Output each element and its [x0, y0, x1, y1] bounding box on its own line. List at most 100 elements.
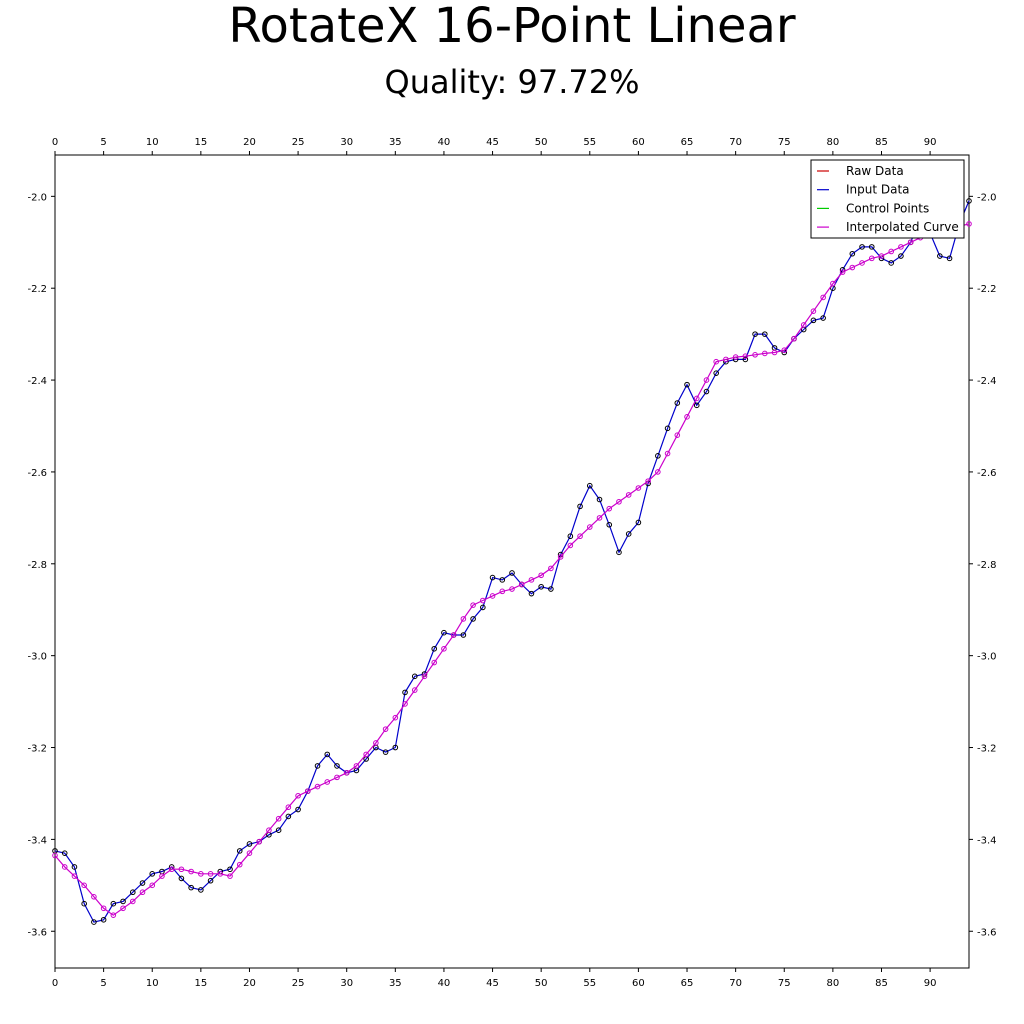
- input-data-point: [946, 255, 953, 262]
- input-data-point: [236, 848, 243, 854]
- interpolated-curve-point: [849, 264, 856, 271]
- y-tick-label-left: -3.2: [27, 744, 47, 755]
- y-tick-label-right: -2.8: [977, 560, 997, 571]
- interpolated-curve-point: [518, 581, 525, 588]
- x-tick-label-top: 10: [146, 137, 159, 148]
- input-data-point: [849, 250, 856, 257]
- interpolated-curve-point: [557, 554, 564, 560]
- input-data-point: [635, 519, 642, 526]
- x-tick-label-top: 60: [632, 137, 645, 148]
- interpolated-curve-point: [188, 868, 194, 875]
- input-data-point: [91, 919, 97, 925]
- input-data-point: [577, 503, 583, 510]
- x-tick-label-bottom: 40: [438, 978, 451, 989]
- interpolated-curve-point: [499, 588, 506, 595]
- legend-label-raw-data: Raw Data: [846, 164, 904, 178]
- x-tick-label-bottom: 30: [340, 978, 353, 989]
- input-data-point: [499, 577, 506, 583]
- interpolated-curve-point: [655, 469, 661, 475]
- interpolated-curve-point: [489, 593, 496, 599]
- interpolated-curve-point: [528, 577, 535, 583]
- interpolated-curve-point: [878, 253, 885, 259]
- input-data-point: [411, 673, 418, 680]
- x-tick-label-top: 15: [194, 137, 207, 148]
- input-data-point: [227, 866, 233, 873]
- input-data-point: [178, 875, 185, 882]
- x-tick-label-bottom: 75: [778, 978, 791, 989]
- interpolated-curve-point: [382, 726, 389, 732]
- input-data-point: [460, 632, 467, 638]
- interpolated-curve-point: [625, 492, 632, 498]
- input-data-point: [606, 521, 613, 528]
- input-data-point: [198, 887, 204, 893]
- interpolated-curve-point: [52, 852, 58, 859]
- legend-label-interpolated-curve: Interpolated Curve: [846, 220, 959, 234]
- input-data-point: [441, 629, 447, 636]
- interpolated-curve-point: [800, 322, 807, 328]
- input-data-point: [392, 744, 399, 751]
- interpolated-curve-point: [703, 377, 710, 383]
- legend-box: [810, 159, 965, 239]
- input-data-point: [859, 244, 865, 250]
- input-data-point: [703, 388, 710, 395]
- input-data-point: [509, 570, 515, 576]
- interpolated-curve-point: [791, 335, 797, 342]
- x-tick-label-bottom: 15: [194, 978, 207, 989]
- x-tick-label-top: 50: [535, 137, 548, 148]
- interpolated-curve-point: [664, 450, 671, 457]
- input-data-point: [139, 880, 146, 886]
- interpolated-curve-point: [470, 602, 476, 608]
- x-tick-label-bottom: 50: [535, 978, 548, 989]
- x-tick-label-top: 90: [924, 137, 937, 148]
- y-tick-label-right: -3.6: [977, 927, 997, 938]
- input-data-point: [480, 604, 486, 611]
- x-tick-label-top: 70: [729, 137, 742, 148]
- interpolated-curve-point: [421, 673, 428, 680]
- y-tick-label-left: -3.0: [27, 652, 47, 663]
- chart-subtitle: Quality: 97.72%: [384, 63, 640, 101]
- y-tick-label-right: -2.4: [977, 376, 997, 387]
- input-data-point: [207, 877, 214, 884]
- series-layer: [52, 198, 972, 925]
- interpolated-curve-point: [762, 350, 768, 357]
- x-tick-label-top: 35: [389, 137, 402, 148]
- interpolated-curve-point: [810, 308, 817, 314]
- x-tick-label-bottom: 80: [827, 978, 840, 989]
- input-data-point: [655, 453, 661, 459]
- x-tick-label-bottom: 85: [875, 978, 888, 989]
- input-data-point: [295, 806, 301, 813]
- interpolated-curve-point: [431, 659, 438, 666]
- input-data-point: [246, 841, 253, 847]
- input-data-point: [129, 889, 136, 896]
- y-tick-label-left: -2.4: [27, 376, 47, 387]
- input-data-point: [431, 645, 438, 652]
- interpolated-curve-point: [888, 248, 895, 255]
- interpolated-curve-point: [139, 889, 146, 896]
- y-tick-label-left: -3.6: [27, 927, 47, 938]
- x-tick-label-top: 55: [583, 137, 596, 148]
- plot-area-frame: [54, 154, 970, 969]
- interpolated-curve-point: [868, 255, 875, 262]
- interpolated-curve-point: [373, 740, 379, 746]
- input-data-point: [71, 864, 78, 870]
- input-data-line: [54, 200, 970, 923]
- input-data-point: [810, 317, 817, 324]
- legend-label-control-points: Control Points: [846, 201, 929, 215]
- interpolated-curve-point: [596, 515, 603, 521]
- x-tick-label-top: 85: [875, 137, 888, 148]
- interpolated-curve-point: [742, 353, 749, 359]
- input-data-point: [100, 916, 107, 923]
- x-tick-label-top: 30: [340, 137, 353, 148]
- x-tick-label-bottom: 20: [243, 978, 256, 989]
- x-tick-label-bottom: 60: [632, 978, 645, 989]
- input-data-point: [674, 400, 681, 406]
- interpolated-curve-point: [217, 871, 224, 877]
- input-data-point: [334, 763, 340, 769]
- interpolated-curve-point: [732, 354, 739, 360]
- interpolated-curve-point: [266, 827, 272, 834]
- x-tick-label-bottom: 10: [146, 978, 159, 989]
- interpolated-curve-point: [402, 701, 408, 707]
- interpolated-curve-point: [305, 788, 311, 794]
- input-data-point: [625, 531, 632, 537]
- input-data-point: [81, 900, 87, 907]
